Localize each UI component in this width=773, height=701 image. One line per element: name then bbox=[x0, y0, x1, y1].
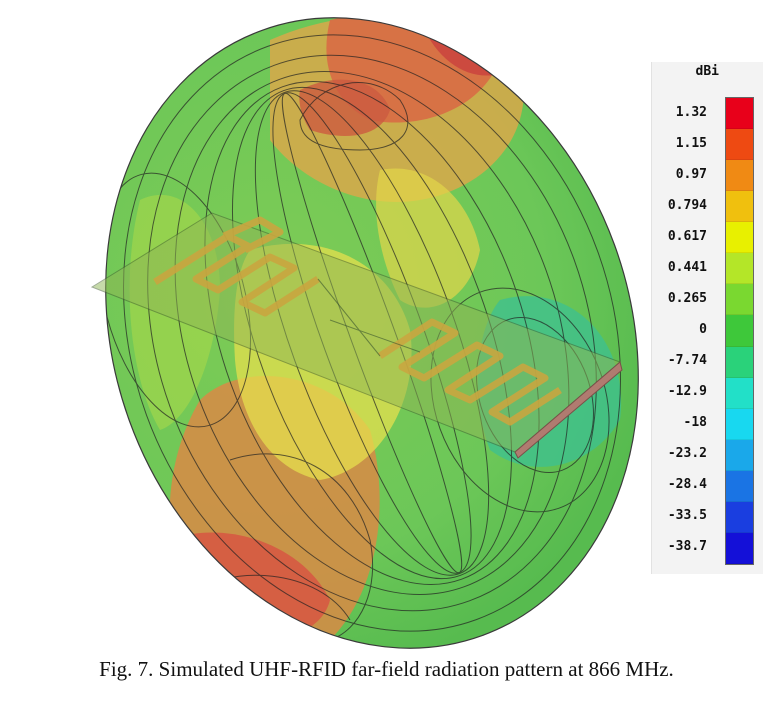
colorbar-swatch bbox=[726, 253, 753, 285]
colorbar-tick-label: 0 bbox=[699, 322, 707, 337]
colorbar-tick-label: -7.74 bbox=[667, 353, 707, 369]
colorbar-tick-label: -18 bbox=[683, 415, 707, 431]
colorbar-swatch bbox=[726, 346, 753, 378]
colorbar-tick-label: 0.265 bbox=[667, 290, 707, 306]
colorbar-swatch bbox=[726, 501, 753, 533]
colorbar-tick-label: -28.4 bbox=[667, 477, 707, 493]
colorbar bbox=[725, 97, 754, 565]
colorbar-swatch bbox=[726, 532, 753, 564]
colorbar-swatch bbox=[726, 377, 753, 409]
colorbar-unit-label: dBi bbox=[695, 64, 719, 79]
rfid-antenna bbox=[90, 212, 623, 459]
figure-caption: Fig. 7. Simulated UHF-RFID far-field rad… bbox=[99, 657, 674, 681]
colorbar-swatch bbox=[726, 408, 753, 440]
colorbar-tick-label: -33.5 bbox=[667, 508, 707, 524]
colorbar-swatch bbox=[726, 160, 753, 192]
colorbar-tick-label: -38.7 bbox=[667, 539, 707, 555]
colorbar-tick-label: 0.441 bbox=[667, 259, 707, 275]
colorbar-tick-label: 0.617 bbox=[667, 228, 707, 244]
colorbar-tick-label: -12.9 bbox=[667, 384, 707, 400]
colorbar-tick-label: 0.97 bbox=[675, 166, 707, 182]
colorbar-tick-label: 1.32 bbox=[675, 104, 707, 120]
colorbar-swatch bbox=[726, 222, 753, 254]
colorbar-swatch bbox=[726, 284, 753, 316]
colorbar-swatch bbox=[726, 98, 753, 130]
colorbar-swatch bbox=[726, 470, 753, 502]
colorbar-tick-label: 1.15 bbox=[675, 135, 707, 151]
pattern-outline bbox=[105, 17, 639, 649]
colorbar-swatch bbox=[726, 315, 753, 347]
colorbar-swatch bbox=[726, 191, 753, 223]
colorbar-tick-label: 0.794 bbox=[667, 197, 707, 213]
colorbar-swatch bbox=[726, 129, 753, 161]
colorbar-tick-label: -23.2 bbox=[667, 446, 707, 462]
radiation-pattern-figure bbox=[19, 0, 650, 650]
colorbar-swatch bbox=[726, 439, 753, 471]
